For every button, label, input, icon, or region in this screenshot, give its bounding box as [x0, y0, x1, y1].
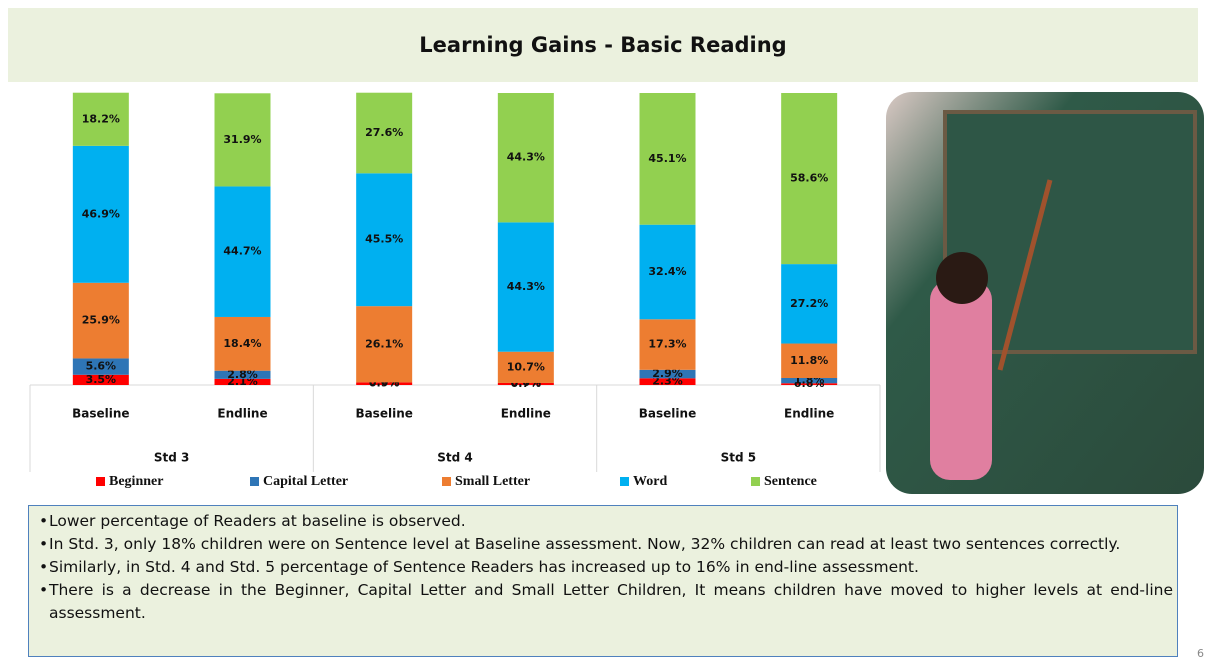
value-label: 5.6%: [86, 360, 117, 373]
legend-swatch: [751, 477, 760, 486]
x-tick-label: Baseline: [639, 407, 696, 421]
legend-label: Sentence: [764, 474, 817, 489]
note: Similarly, in Std. 4 and Std. 5 percenta…: [35, 556, 1173, 579]
page-number: 6: [1197, 647, 1204, 660]
legend-swatch: [96, 477, 105, 486]
notes-box: Lower percentage of Readers at baseline …: [28, 505, 1178, 657]
value-label: 11.8%: [790, 354, 828, 367]
value-label: 27.2%: [790, 297, 828, 310]
value-label: 46.9%: [82, 207, 120, 220]
slide: Learning Gains - Basic Reading Std 3Std …: [0, 0, 1208, 664]
note: Lower percentage of Readers at baseline …: [35, 510, 1173, 533]
x-tick-label: Endline: [217, 407, 267, 421]
x-tick-label: Endline: [501, 407, 551, 421]
photo: [886, 92, 1204, 494]
value-label: 17.3%: [648, 338, 686, 351]
value-label: 45.5%: [365, 233, 403, 246]
group-label: Std 5: [721, 451, 757, 465]
legend-label: Capital Letter: [263, 474, 348, 489]
legend-label: Beginner: [109, 474, 163, 489]
x-tick-label: Endline: [784, 407, 834, 421]
group-label: Std 4: [437, 451, 473, 465]
value-label: 26.1%: [365, 337, 403, 350]
value-label: 27.6%: [365, 126, 403, 139]
legend-swatch: [442, 477, 451, 486]
x-tick-label: Baseline: [355, 407, 412, 421]
value-label: 32.4%: [648, 265, 686, 278]
value-label: 3.5%: [86, 373, 117, 386]
value-label: 18.4%: [223, 337, 261, 350]
group-label: Std 3: [154, 451, 190, 465]
value-label: 44.7%: [223, 245, 261, 258]
value-label: 58.6%: [790, 172, 828, 185]
value-label: 31.9%: [223, 133, 261, 146]
note: There is a decrease in the Beginner, Cap…: [35, 579, 1173, 625]
x-tick-label: Baseline: [72, 407, 129, 421]
note: In Std. 3, only 18% children were on Sen…: [35, 533, 1173, 556]
legend-label: Small Letter: [455, 474, 530, 489]
value-label: 18.2%: [82, 112, 120, 125]
value-label: 25.9%: [82, 314, 120, 327]
value-label: 44.3%: [507, 280, 545, 293]
legend-swatch: [620, 477, 629, 486]
value-label: 45.1%: [648, 152, 686, 165]
value-label: 10.7%: [507, 360, 545, 373]
legend-label: Word: [633, 474, 667, 489]
value-label: 44.3%: [507, 151, 545, 164]
legend-swatch: [250, 477, 259, 486]
